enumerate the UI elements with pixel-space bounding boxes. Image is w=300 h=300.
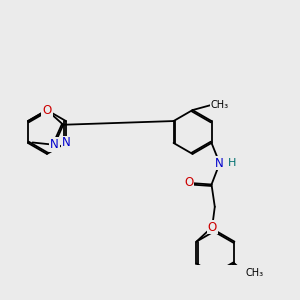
Text: O: O bbox=[42, 103, 52, 117]
Text: H: H bbox=[228, 158, 236, 168]
Text: CH₃: CH₃ bbox=[246, 268, 264, 278]
Text: N: N bbox=[215, 157, 224, 170]
Text: O: O bbox=[184, 176, 193, 189]
Text: N: N bbox=[61, 136, 70, 149]
Text: CH₃: CH₃ bbox=[211, 100, 229, 110]
Text: N: N bbox=[50, 138, 59, 151]
Text: O: O bbox=[208, 220, 217, 233]
